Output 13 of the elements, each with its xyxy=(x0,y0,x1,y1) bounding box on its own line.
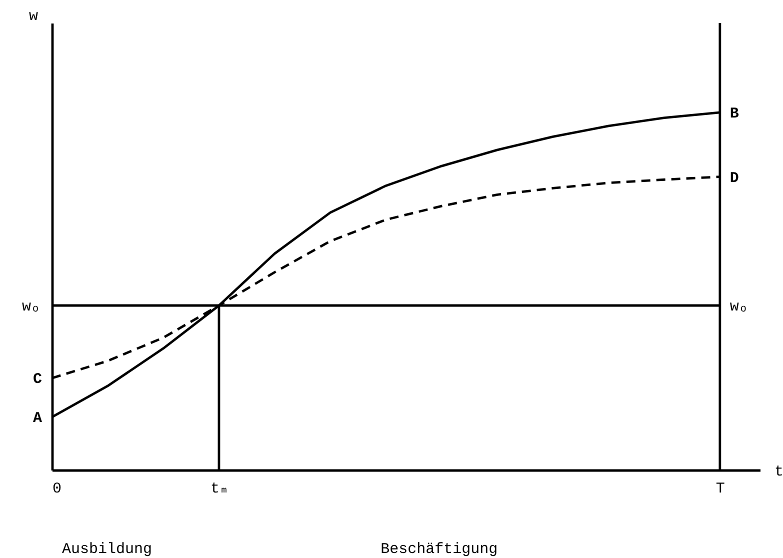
text: Beschäftigung xyxy=(380,541,498,558)
x-tick-label: 0 xyxy=(52,480,62,498)
x-tick-label: tₘ xyxy=(210,480,229,498)
annotation: D xyxy=(730,170,739,187)
text: Ausbildung xyxy=(62,541,152,558)
text: wₒ xyxy=(22,298,40,316)
text: w xyxy=(28,8,38,25)
annotation: A xyxy=(32,410,42,428)
x-tick-label: T xyxy=(716,480,725,498)
x-axis-title: t xyxy=(774,464,783,480)
ref-line-label: wₒ xyxy=(730,298,748,316)
annotation: B xyxy=(730,105,739,122)
annotation: C xyxy=(32,371,42,388)
